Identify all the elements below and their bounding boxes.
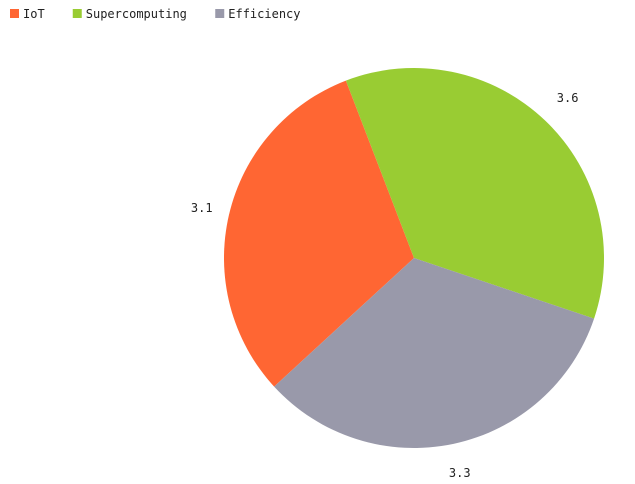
- data-label-iot: 3.1: [191, 201, 213, 215]
- pie-slices: [223, 68, 605, 449]
- legend-swatch-iot: [10, 9, 19, 18]
- data-label-efficiency: 3.3: [449, 466, 471, 480]
- data-labels: 3.1 3.6 3.3: [191, 91, 579, 480]
- pie-slice-iot: [223, 80, 414, 387]
- legend-label-supercomputing: Supercomputing: [86, 7, 187, 21]
- pie-slice-efficiency: [274, 258, 595, 449]
- legend-swatch-supercomputing: [72, 9, 82, 18]
- pie-slice-supercomputing: [345, 68, 605, 319]
- legend-label-efficiency: Efficiency: [228, 7, 300, 21]
- data-label-supercomputing: 3.6: [557, 91, 579, 105]
- legend-label-iot: IoT: [23, 7, 45, 21]
- legend: IoT Supercomputing Efficiency: [10, 7, 301, 21]
- legend-swatch-efficiency: [215, 9, 225, 18]
